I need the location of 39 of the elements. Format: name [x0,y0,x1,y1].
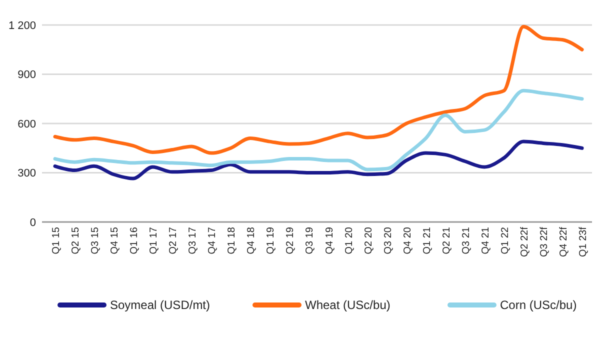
legend-label: Corn (USc/bu) [500,298,577,312]
x-tick-label: Q1 16 [129,226,140,254]
x-tick-label: Q3 15 [90,226,102,254]
x-tick-label: Q1 21 [422,226,433,254]
legend-label: Soymeal (USD/mt) [110,298,210,312]
x-tick-label: Q4 18 [246,226,258,254]
x-tick-label: Q3 20 [382,226,394,254]
x-tick-label: Q3 19 [304,226,316,254]
x-tick-label: Q2 15 [70,226,82,254]
x-tick-label: Q1 17 [148,226,160,254]
x-tick-label: Q2 21 [441,226,452,254]
x-tick-label: Q4 22f [558,226,570,258]
y-tick-label: 900 [18,69,36,82]
x-tick-label: Q3 21 [460,226,472,254]
line-series [53,24,584,155]
x-tick-label: Q1 15 [51,226,62,254]
x-tick-label: Q1 20 [344,226,355,254]
x-tick-label: Q4 17 [207,226,218,254]
y-tick-label: 300 [18,168,36,180]
line-series [53,88,584,172]
x-tick-label: Q3 17 [188,226,199,254]
x-tick-label: Q4 21 [480,226,492,254]
x-tick-label: Q4 20 [402,226,414,254]
x-tick-label: Q2 17 [168,226,180,254]
x-tick-label: Q3 22f [538,226,550,258]
line-series [53,140,584,180]
y-tick-label: 0 [30,216,36,229]
x-tick-label: Q1 18 [226,226,238,254]
x-tick-label: Q2 22f [519,226,530,258]
x-tick-label: Q1 19 [266,226,277,254]
x-tick-label: Q4 15 [110,226,121,254]
x-tick-label: Q4 19 [324,226,336,254]
x-tick-label: Q2 19 [285,226,296,254]
legend-label: Wheat (USc/bu) [305,298,390,312]
y-tick-label: 1 200 [8,20,36,32]
x-tick-label: Q1 23f [578,226,589,258]
x-tick-label: Q1 22 [500,226,511,254]
y-tick-label: 600 [18,118,36,130]
x-tick-label: Q2 20 [363,226,374,254]
